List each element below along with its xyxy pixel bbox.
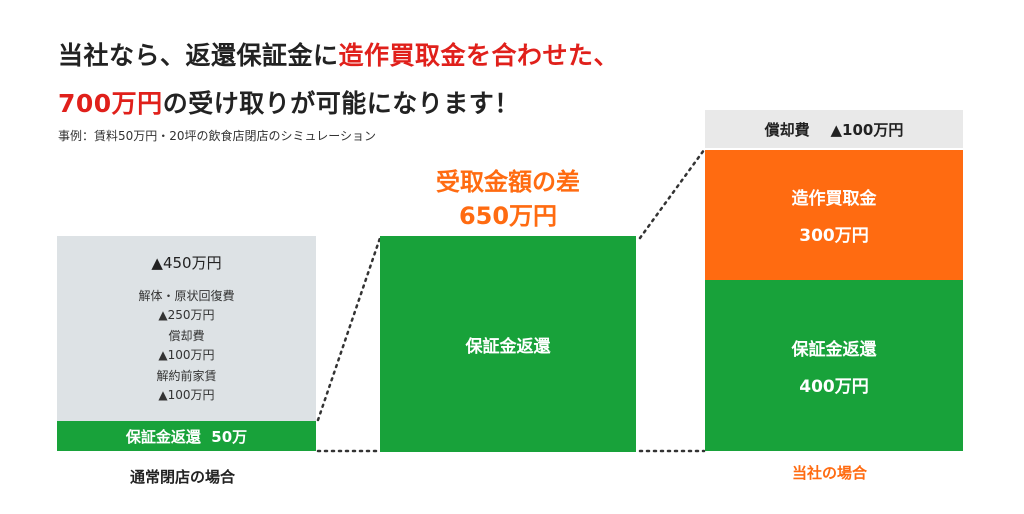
ours-caption: 当社の場合 (792, 464, 868, 482)
ours-refund-value: 400万円 (799, 376, 869, 397)
normal-caption: 通常閉店の場合 (130, 468, 236, 486)
ours-purchase-value: 300万円 (799, 226, 869, 246)
diff-title: 受取金額の差 (436, 168, 580, 196)
ours-refund-box: 保証金返還 400万円 (705, 280, 963, 451)
normal-cost-item-1-label: 解体・原状回復費 (138, 289, 235, 303)
normal-cost-item-1-value: ▲250万円 (158, 308, 215, 322)
normal-cost-box: ▲450万円 解体・原状回復費 ▲250万円 償却費 ▲100万円 解約前家賃 … (57, 236, 316, 421)
connector-left-top (316, 236, 382, 422)
middle-refund-label: 保証金返還 (465, 336, 551, 357)
headline-line-1-b: 造作買取金を合わせた、 (338, 41, 620, 70)
ours-purchase-box: 造作買取金 300万円 (705, 150, 963, 280)
case-note: 事例：賃料50万円・20坪の飲食店閉店のシミュレーション (58, 129, 377, 143)
headline-amount: 700万円 (58, 89, 163, 118)
headline-line-1-a: 当社なら、返還保証金に (58, 41, 339, 70)
ours-depreciation-bar: 償却費 ▲100万円 (705, 110, 963, 148)
normal-cost-item-2-label: 償却費 (168, 329, 205, 343)
headline-line-2: 700万円の受け取りが可能になります！ (58, 84, 520, 120)
normal-refund-bar: 保証金返還 50万 (57, 421, 316, 451)
headline-line-2-b: の受け取りが可能になります！ (162, 89, 520, 118)
ours-refund-label: 保証金返還 (791, 339, 877, 360)
normal-cost-total: ▲450万円 (151, 254, 222, 272)
normal-cost-item-3-label: 解約前家賃 (156, 369, 217, 383)
connector-right-top (638, 148, 706, 240)
normal-cost-item-2-value: ▲100万円 (158, 348, 215, 362)
middle-refund-box: 保証金返還 (380, 236, 636, 452)
ours-purchase-label: 造作買取金 (791, 189, 877, 209)
normal-cost-item-3-value: ▲100万円 (158, 388, 215, 402)
diff-value: 650万円 (458, 202, 558, 230)
headline-line-1: 当社なら、返還保証金に造作買取金を合わせた、 (58, 36, 619, 72)
